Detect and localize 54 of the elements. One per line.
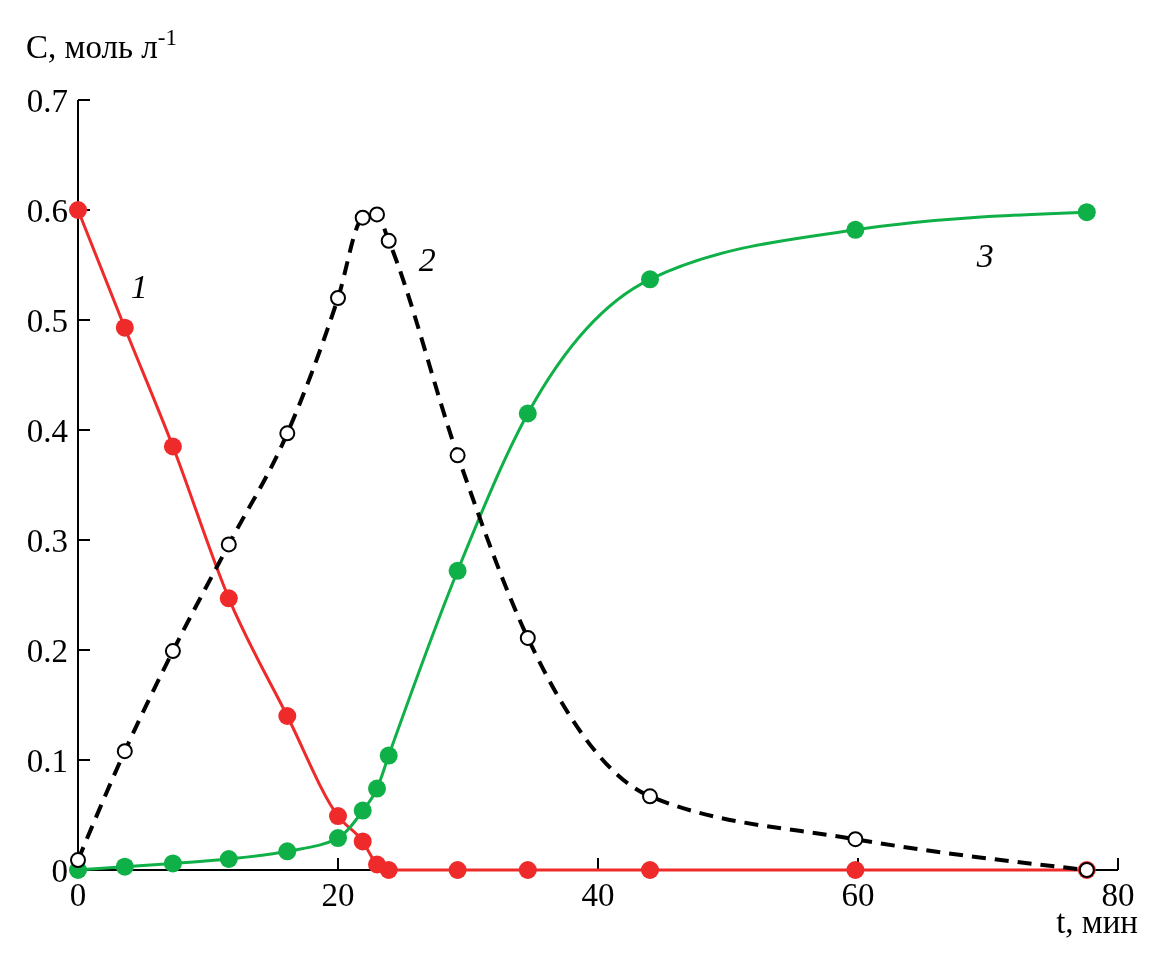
- point: [219, 589, 238, 608]
- point: [368, 779, 386, 798]
- point: [279, 425, 296, 442]
- point: [449, 447, 466, 464]
- point: [641, 270, 659, 289]
- point: [69, 201, 87, 219]
- y-tick-label: 0.4: [26, 412, 68, 449]
- y-tick-label: 0.5: [26, 302, 68, 339]
- x-tick-label: 80: [1101, 877, 1135, 913]
- series-label: 3: [975, 237, 994, 275]
- y-tick-label: 0.2: [26, 632, 68, 669]
- point: [116, 743, 133, 760]
- point: [220, 536, 237, 553]
- series-label: 1: [130, 267, 148, 305]
- point: [115, 318, 134, 337]
- x-tick-label: 40: [581, 877, 615, 913]
- point: [369, 206, 385, 223]
- point: [278, 707, 297, 725]
- point: [448, 861, 467, 879]
- point: [518, 404, 537, 423]
- point: [164, 643, 181, 660]
- point: [163, 437, 182, 456]
- point: [519, 629, 536, 646]
- y-tick-label: 0: [51, 852, 68, 889]
- point: [354, 209, 371, 226]
- y-tick-label: 0.3: [26, 522, 68, 559]
- point: [163, 854, 182, 873]
- y-axis-title: C, моль л$^{-1}$: [26, 24, 177, 65]
- point: [353, 801, 372, 820]
- point: [846, 220, 865, 239]
- x-tick-label: 20: [321, 877, 355, 913]
- point: [329, 807, 347, 826]
- y-tick-label: 0.6: [26, 192, 68, 229]
- point: [847, 831, 864, 848]
- y-tick-label: 0.7: [26, 82, 68, 119]
- point: [1077, 203, 1096, 222]
- point: [379, 746, 398, 765]
- point: [448, 561, 467, 580]
- point: [379, 861, 398, 879]
- point: [278, 842, 297, 861]
- point: [846, 861, 865, 879]
- point: [641, 861, 659, 879]
- point: [642, 788, 658, 805]
- point: [380, 232, 397, 249]
- point: [70, 852, 86, 869]
- point: [219, 850, 238, 868]
- point: [115, 857, 134, 876]
- series-label: 2: [418, 240, 436, 278]
- point: [329, 829, 347, 848]
- y-tick-label: 0.1: [26, 742, 68, 779]
- x-tick-label: 60: [841, 877, 875, 913]
- point: [330, 290, 346, 306]
- point: [353, 832, 372, 851]
- point: [518, 861, 537, 879]
